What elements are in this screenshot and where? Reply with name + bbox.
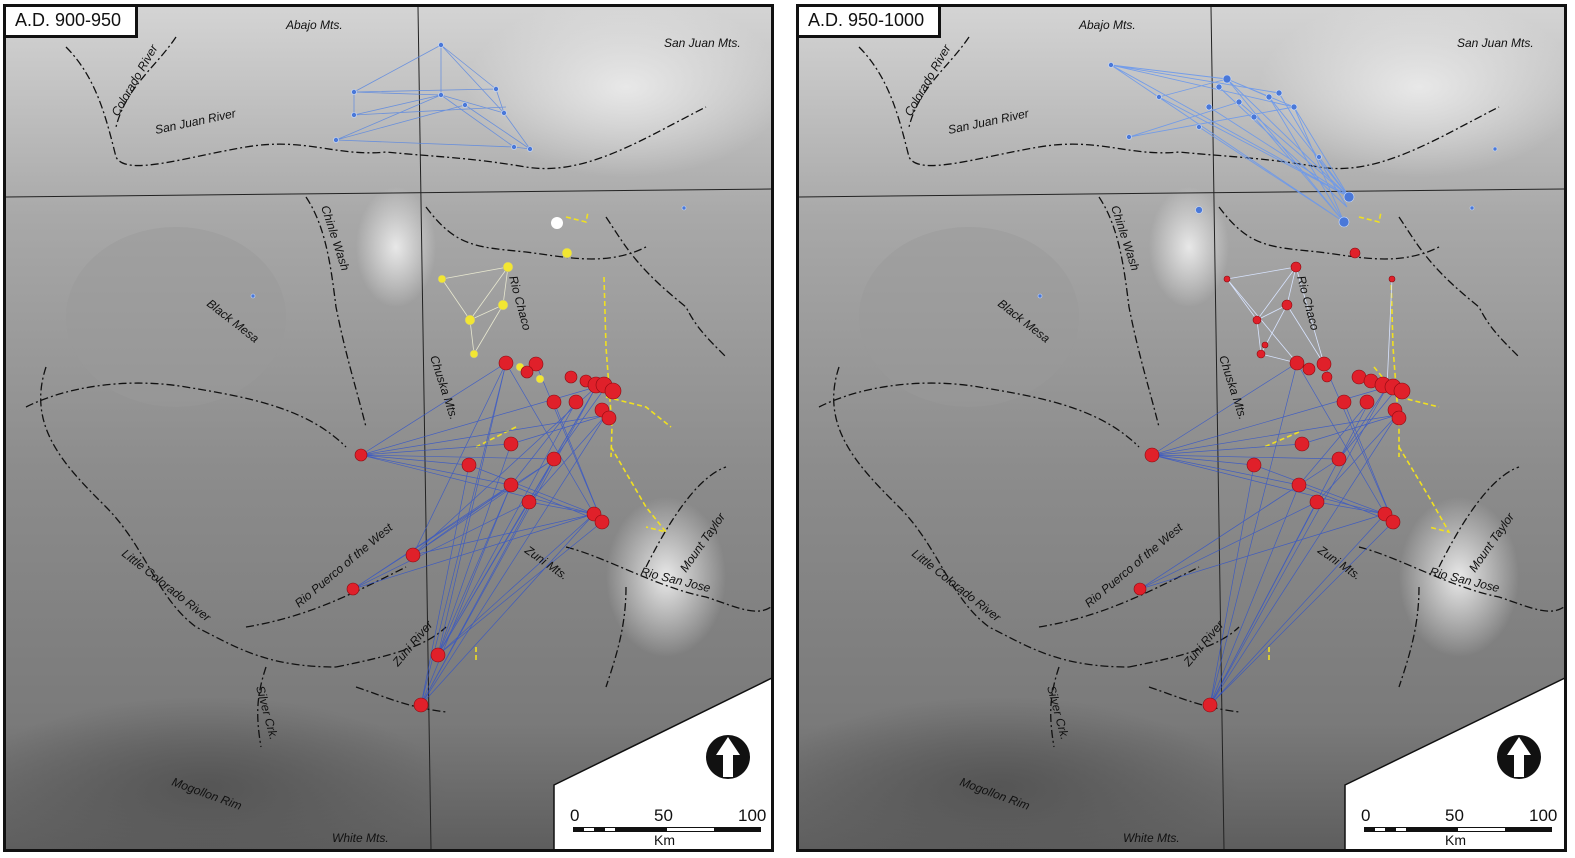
north-arrow-icon [1497,735,1541,779]
scale-0: 0 [1361,806,1370,825]
mogollon-relief [6,697,446,849]
scale-unit: Km [1445,832,1466,848]
yellow-sites [437,247,573,384]
period-title: A.D. 950-1000 [799,7,942,38]
map-canvas: Abajo Mts. San Juan Mts. Colorado River … [799,7,1564,849]
label-white-mts: White Mts. [332,831,389,845]
scale-50: 50 [1445,806,1464,825]
scale-50: 50 [654,806,673,825]
map-canvas: Abajo Mts. San Juan Mts. Colorado River … [6,7,771,849]
red-sites [346,355,622,713]
north-arrow-icon [706,735,750,779]
scale-bar [573,827,761,832]
scale-0: 0 [570,806,579,825]
chuska-highlands [356,187,436,307]
scale-100: 100 [1529,806,1557,825]
scale-bar [1364,827,1552,832]
network-links [1139,362,1398,706]
north-sites [250,42,687,299]
mogollon-relief [799,697,1239,849]
state-boundaries [6,7,771,849]
north-network [1110,64,1350,223]
mount-taylor-relief [1399,497,1519,657]
legend-corner: 0 50 100 Km [553,677,771,849]
map-panel-900-950: Abajo Mts. San Juan Mts. Colorado River … [3,4,774,852]
label-san-juan-mts: San Juan Mts. [664,36,741,50]
san-juan-highlands [466,7,771,177]
north-network [335,44,531,150]
label-white-mts: White Mts. [1123,831,1180,845]
label-abajo: Abajo Mts. [285,18,343,32]
roads [1263,211,1451,662]
black-mesa-relief [859,227,1079,407]
san-juan-highlands [1259,7,1564,177]
label-san-juan-mts: San Juan Mts. [1457,36,1534,50]
network-links [352,362,607,706]
map-panel-950-1000: Abajo Mts. San Juan Mts. Colorado River … [796,4,1567,852]
north-sites [1037,62,1498,299]
label-abajo: Abajo Mts. [1078,18,1136,32]
scale-unit: Km [654,832,675,848]
black-mesa-relief [66,227,286,407]
roads [475,211,672,662]
state-boundaries [799,7,1564,849]
red-sites [1133,247,1411,713]
white-site [551,217,563,229]
chuska-highlands [1149,187,1229,307]
period-title: A.D. 900-950 [6,7,139,38]
rivers [25,36,771,748]
rivers [818,36,1564,748]
scale-100: 100 [738,806,766,825]
legend-corner: 0 50 100 Km [1344,677,1564,849]
mount-taylor-relief [606,497,726,657]
